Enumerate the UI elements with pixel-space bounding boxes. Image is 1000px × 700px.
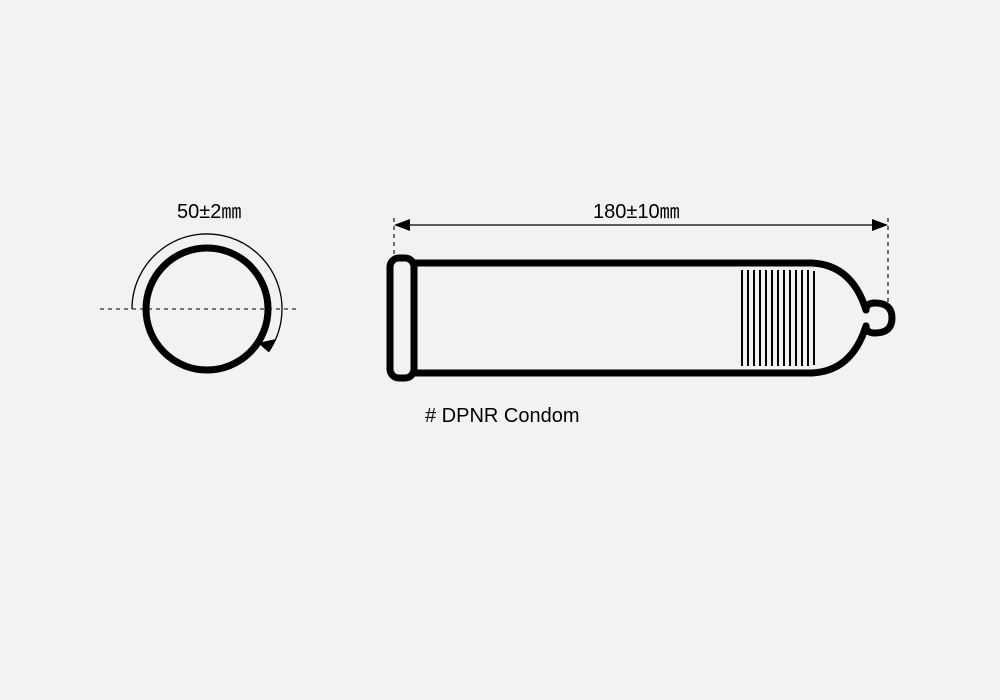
ridges (742, 270, 814, 366)
rim-outline (390, 258, 414, 378)
caption: # DPNR Condom (425, 405, 580, 428)
dim-arrow-right (872, 219, 888, 231)
tip-top-curve (812, 263, 866, 310)
dim-arrow-left (394, 219, 410, 231)
side-view (0, 0, 1000, 700)
length-dim-label: 180±10㎜ (593, 195, 680, 224)
reservoir-bulb (866, 303, 892, 333)
diagram-stage: 50±2㎜ (0, 0, 1000, 700)
tip-bottom-curve (812, 326, 866, 373)
